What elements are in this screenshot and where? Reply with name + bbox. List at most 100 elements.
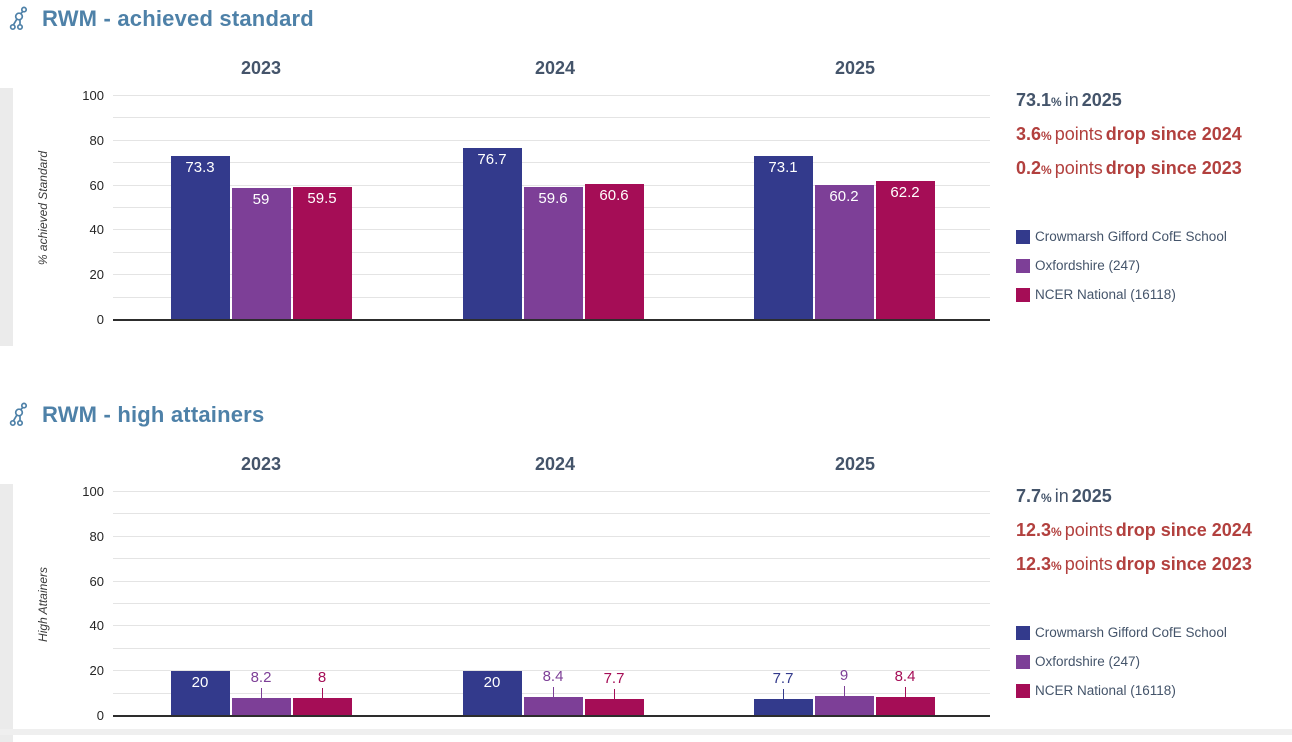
bar-2023-series-1[interactable] xyxy=(231,187,291,320)
section-title: RWM - achieved standard xyxy=(42,6,314,31)
bar-value-label: 60.6 xyxy=(599,187,629,205)
bar-2023-series-0[interactable] xyxy=(170,671,230,716)
bar-2023-series-2[interactable] xyxy=(292,186,352,320)
bar-value-label: 8.4 xyxy=(542,668,564,686)
y-tick-label: 80 xyxy=(89,132,104,148)
column-header-2024: 2024 xyxy=(534,454,576,474)
legend-label: NCER National (16118) xyxy=(1035,287,1176,302)
chart-left-gutter xyxy=(0,88,13,346)
gridline xyxy=(113,95,990,96)
gridline xyxy=(113,184,990,186)
y-tick-label: 40 xyxy=(89,618,104,634)
bar-2024-series-1[interactable] xyxy=(523,186,583,320)
bar-2025-series-2[interactable] xyxy=(875,697,935,716)
y-tick-label: 100 xyxy=(82,88,104,103)
plot-area: 73.3 59 59.5 76.7 59.6 60.6 73.1 60.2 62.2 xyxy=(113,95,990,321)
summary-current-value: 73.1 xyxy=(1016,90,1052,110)
legend-item-national[interactable]: NCER National (16118) xyxy=(1016,280,1227,309)
summary-change-desc: drop since 2023 xyxy=(1105,158,1242,178)
summary-connector: points xyxy=(1054,124,1103,144)
chart-left-gutter xyxy=(0,484,13,742)
summary-current-year: 2025 xyxy=(1071,486,1112,506)
column-header-2023: 2023 xyxy=(240,58,282,78)
summary-connector: points xyxy=(1064,520,1113,540)
label-leader-line xyxy=(261,687,262,698)
column-headers: 2023 2024 2025 xyxy=(113,58,990,84)
bar-value-label: 59 xyxy=(252,190,270,208)
percent-sign: % xyxy=(1041,491,1052,505)
legend-item-authority[interactable]: Oxfordshire (247) xyxy=(1016,251,1227,280)
section-rwm-high-attainers: RWM - high attainers 2023 2024 2025 High… xyxy=(0,396,1292,742)
summary-change-value: 0.2 xyxy=(1016,158,1042,178)
gridline xyxy=(113,117,990,119)
gridline xyxy=(113,625,990,627)
bar-2024-series-0[interactable] xyxy=(462,671,522,716)
y-tick-label: 60 xyxy=(89,573,104,589)
summary-connector: points xyxy=(1064,554,1113,574)
legend-item-authority[interactable]: Oxfordshire (247) xyxy=(1016,647,1227,676)
bar-2025-series-0[interactable] xyxy=(753,156,813,320)
bar-2023-series-1[interactable] xyxy=(231,697,291,716)
bar-2023-series-0[interactable] xyxy=(170,155,230,320)
gridline xyxy=(113,670,990,672)
summary-change-since-2024: 3.6% points drop since 2024 xyxy=(1016,118,1242,152)
gridline xyxy=(113,535,990,537)
column-header-2025: 2025 xyxy=(834,58,876,78)
bar-2024-series-1[interactable] xyxy=(523,697,583,716)
bar-2025-series-0[interactable] xyxy=(753,698,813,716)
summary-current: 73.1% in 2025 xyxy=(1016,84,1242,118)
y-tick-label: 20 xyxy=(89,267,104,283)
summary-change-desc: drop since 2024 xyxy=(1105,124,1242,144)
legend-item-national[interactable]: NCER National (16118) xyxy=(1016,676,1227,705)
legend-item-school[interactable]: Crowmarsh Gifford CofE School xyxy=(1016,222,1227,251)
column-header-2023: 2023 xyxy=(240,454,282,474)
bar-value-label: 60.2 xyxy=(829,188,859,206)
label-leader-line xyxy=(553,687,554,698)
column-headers: 2023 2024 2025 xyxy=(113,454,990,480)
column-header-2024: 2024 xyxy=(534,58,576,78)
summary-change-since-2023: 12.3% points drop since 2023 xyxy=(1016,548,1252,582)
bar-2025-series-1[interactable] xyxy=(814,695,874,716)
section-header: RWM - high attainers xyxy=(8,402,264,428)
bar-value-label: 76.7 xyxy=(477,151,507,169)
y-tick-label: 60 xyxy=(89,177,104,193)
gridline xyxy=(113,580,990,582)
bar-value-label: 73.1 xyxy=(768,159,798,177)
percent-sign: % xyxy=(1041,129,1052,143)
summary-connector: in xyxy=(1064,90,1079,110)
y-ticks: 0 20 40 60 80 100 xyxy=(0,88,104,327)
label-leader-line xyxy=(783,688,784,699)
summary-current: 7.7% in 2025 xyxy=(1016,480,1252,514)
column-header-2025: 2025 xyxy=(834,454,876,474)
y-tick-label: 20 xyxy=(89,663,104,679)
bar-2023-series-2[interactable] xyxy=(292,698,352,716)
bar-value-label: 9 xyxy=(839,666,849,684)
legend-label: Oxfordshire (247) xyxy=(1035,654,1141,669)
gridline xyxy=(113,513,990,515)
summary-current-year: 2025 xyxy=(1081,90,1122,110)
legend-item-school[interactable]: Crowmarsh Gifford CofE School xyxy=(1016,618,1227,647)
bar-2024-series-0[interactable] xyxy=(462,148,522,320)
summary-change-desc: drop since 2024 xyxy=(1115,520,1252,540)
bar-2024-series-2[interactable] xyxy=(584,698,644,716)
x-axis-line xyxy=(113,715,990,717)
summary-change-value: 3.6 xyxy=(1016,124,1042,144)
legend-swatch xyxy=(1016,287,1030,302)
legend-swatch xyxy=(1016,625,1030,640)
bar-2024-series-2[interactable] xyxy=(584,184,644,320)
hierarchy-icon xyxy=(9,6,28,31)
summary-connector: points xyxy=(1054,158,1103,178)
bar-2025-series-1[interactable] xyxy=(814,185,874,320)
summary-change-since-2024: 12.3% points drop since 2024 xyxy=(1016,514,1252,548)
next-section-edge xyxy=(0,729,1292,735)
legend-swatch xyxy=(1016,654,1030,669)
percent-sign: % xyxy=(1051,525,1062,539)
legend-label: Crowmarsh Gifford CofE School xyxy=(1035,229,1227,244)
bar-2025-series-2[interactable] xyxy=(875,180,935,320)
summary-current-value: 7.7 xyxy=(1016,486,1042,506)
label-leader-line xyxy=(322,688,323,699)
percent-sign: % xyxy=(1051,95,1062,109)
summary-connector: in xyxy=(1054,486,1069,506)
section-rwm-achieved-standard: RWM - achieved standard 2023 2024 2025 %… xyxy=(0,6,1242,346)
gridline xyxy=(113,603,990,604)
